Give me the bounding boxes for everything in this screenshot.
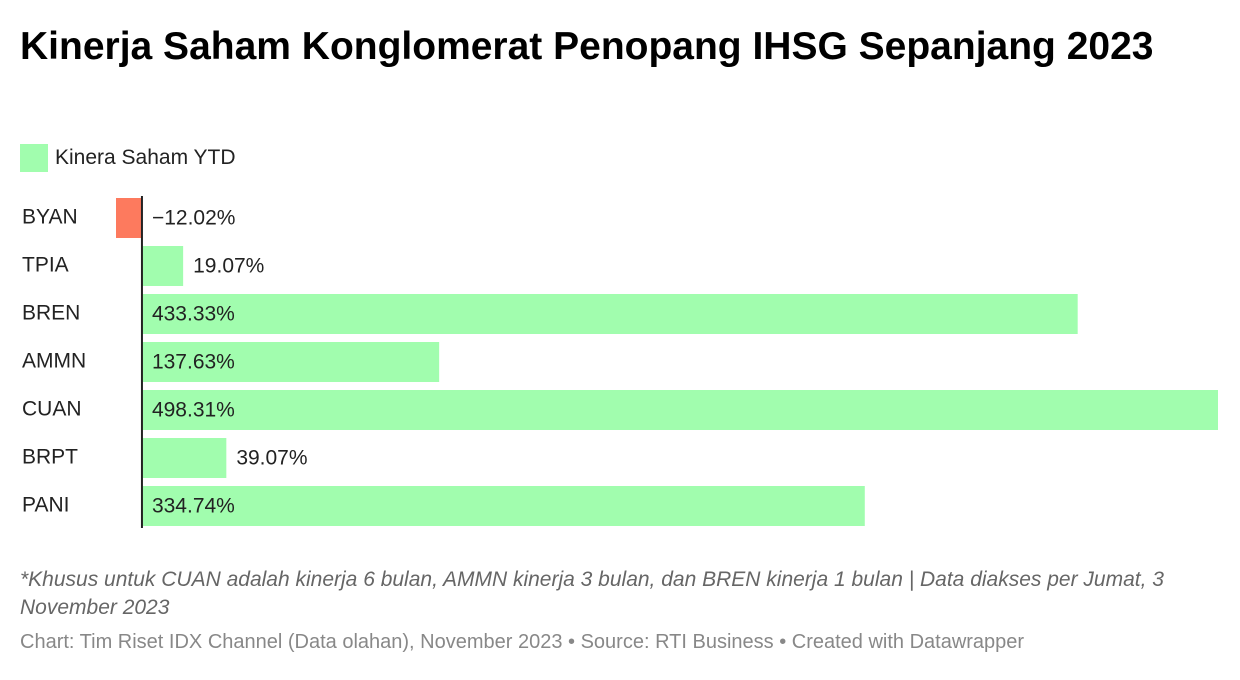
footer: Chart: Tim Riset IDX Channel (Data olaha… [20,631,1025,653]
legend-swatch [20,144,48,172]
y-tick-label: BRPT [22,446,78,469]
value-label: 39.07% [236,447,307,470]
value-label: 137.63% [152,351,235,374]
value-label: −12.02% [152,207,236,230]
note: *Khusus untuk CUAN adalah kinerja 6 bula… [20,568,1164,619]
legend: Kinera Saham YTD [20,144,236,172]
y-tick-label: AMMN [22,350,86,373]
bar [141,438,227,478]
bar [116,198,142,238]
bar [141,342,440,382]
y-tick-label: PANI [22,494,69,517]
value-label: 334.74% [152,495,235,518]
value-label: 498.31% [152,399,235,422]
bar [141,246,184,286]
chart: BYAN −12.02% TPIA 19.07% BREN 433.33% AMMN 137.… [22,196,1219,528]
value-label: 19.07% [193,255,264,278]
y-tick-label: TPIA [22,254,69,277]
y-tick-label: BYAN [22,206,78,229]
y-tick-label: BREN [22,302,80,325]
legend-label: Kinera Saham YTD [55,146,236,169]
bar [141,294,1078,334]
bar [141,390,1219,430]
bar [141,486,865,526]
value-label: 433.33% [152,303,235,326]
chart-title: Kinerja Saham Konglomerat Penopang IHSG … [20,25,1154,68]
y-tick-label: CUAN [22,398,82,421]
